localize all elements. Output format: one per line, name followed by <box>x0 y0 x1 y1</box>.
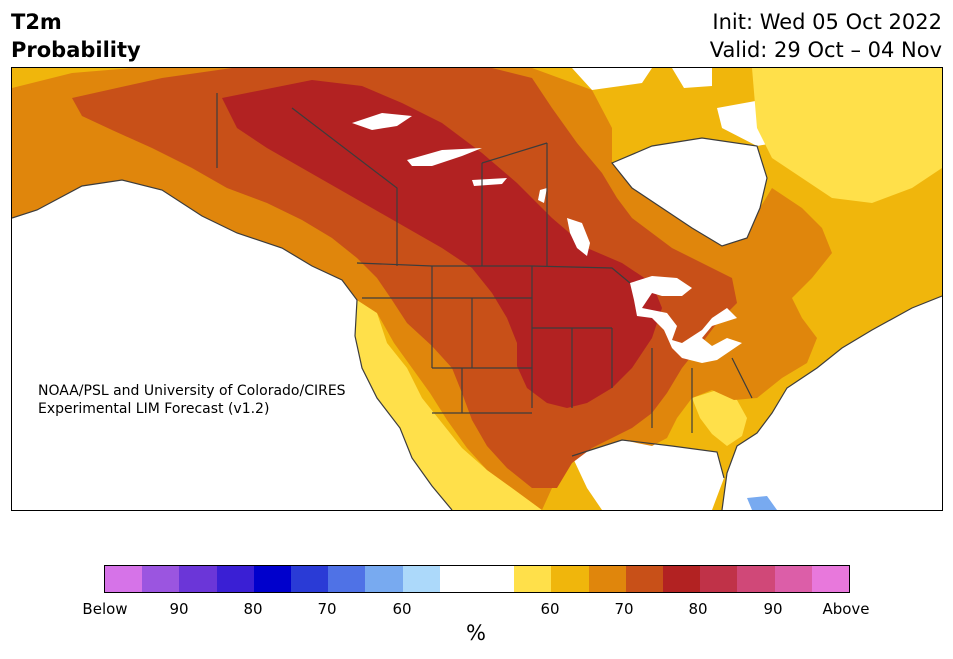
colorbar-tick-label: 70 <box>317 600 337 618</box>
colorbar-cell <box>365 566 403 592</box>
colorbar-tick-label: 90 <box>169 600 189 618</box>
colorbar-cell <box>514 566 552 592</box>
forecast-dates: Init: Wed 05 Oct 2022 Valid: 29 Oct – 04… <box>710 8 942 64</box>
colorbar-cell <box>774 566 812 592</box>
credit-line-1: NOAA/PSL and University of Colorado/CIRE… <box>38 383 346 399</box>
colorbar-cell <box>700 566 738 592</box>
credit-line-2: Experimental LIM Forecast (v1.2) <box>38 401 270 417</box>
gulf-coastline <box>571 439 725 479</box>
colorbar <box>104 565 850 593</box>
pacific-ocean <box>12 180 452 510</box>
colorbar-cell <box>105 566 143 592</box>
state-borders <box>362 266 753 433</box>
colorbar-cell <box>439 566 478 592</box>
colorbar-tick-label: Above <box>822 600 870 618</box>
colorbar-cell <box>477 566 515 592</box>
great-slave-lake <box>407 148 482 166</box>
great-lakes <box>630 276 742 363</box>
colorbar-tick-label: 90 <box>763 600 783 618</box>
colorbar-cell <box>216 566 254 592</box>
title-line-1: T2m <box>11 10 62 34</box>
atlantic-coastline <box>721 295 942 510</box>
lake-athabasca <box>472 178 507 186</box>
credit-text: NOAA/PSL and University of Colorado/CIRE… <box>38 382 346 418</box>
colorbar-cell <box>253 566 292 592</box>
colorbar-tick-label: 60 <box>540 600 560 618</box>
colorbar-tick-label: Below <box>82 600 128 618</box>
pacific-coastline <box>12 179 453 510</box>
cool-anomaly-caribbean <box>747 496 777 510</box>
band-90-plus <box>222 80 662 408</box>
colorbar-cell <box>328 566 366 592</box>
southeast-low-band <box>692 390 747 446</box>
title-line-2: Probability <box>11 38 141 62</box>
colorbar-cell <box>291 566 329 592</box>
east-canada-high-band <box>752 68 942 203</box>
colorbar-tick-label: 80 <box>688 600 708 618</box>
gulf-of-mexico <box>572 440 724 510</box>
map-title: T2m Probability <box>11 8 141 64</box>
colorbar-tick-label: 70 <box>614 600 634 618</box>
hudson-bay <box>612 138 767 246</box>
colorbar-cell <box>179 566 217 592</box>
colorbar-unit-label: % <box>466 621 486 645</box>
atlantic-ocean <box>722 296 942 510</box>
colorbar-cell <box>811 566 850 592</box>
init-date: Init: Wed 05 Oct 2022 <box>712 10 942 34</box>
great-bear-lake <box>352 113 412 130</box>
colorbar-cell <box>663 566 701 592</box>
borders <box>12 93 942 510</box>
lake-winnipeg <box>567 218 590 256</box>
colorbar-cell <box>142 566 180 592</box>
colorbar-cell <box>551 566 589 592</box>
hudson-bay-coastline <box>611 137 768 247</box>
reindeer-lake <box>538 188 547 203</box>
probability-map <box>11 67 943 511</box>
colorbar-cell <box>402 566 440 592</box>
colorbar-cell <box>737 566 775 592</box>
colorbar-tick-label: 80 <box>243 600 263 618</box>
map-svg <box>12 68 942 510</box>
colorbar-cell <box>625 566 664 592</box>
colorbar-tick-label: 60 <box>392 600 412 618</box>
colorbar-cell <box>588 566 626 592</box>
southwest-low-band <box>355 300 542 510</box>
province-borders <box>216 93 548 266</box>
arctic-channels <box>572 68 712 90</box>
valid-period: Valid: 29 Oct – 04 Nov <box>709 38 942 62</box>
